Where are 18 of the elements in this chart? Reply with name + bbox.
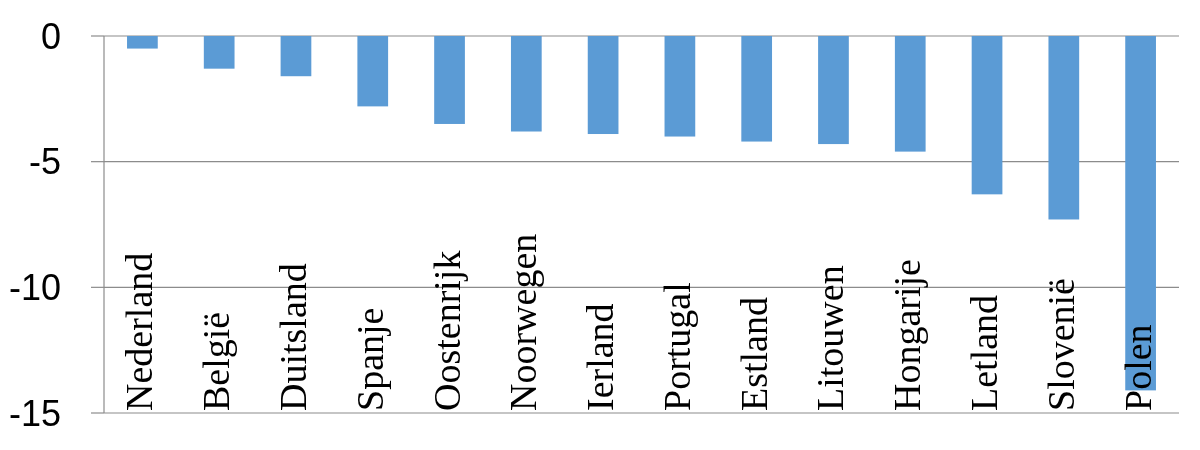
x-tick-label: Litouwen — [809, 265, 852, 411]
y-tick-label: -5 — [28, 141, 61, 183]
x-tick-label: Estland — [732, 297, 775, 411]
x-tick-label: Hongarije — [886, 259, 929, 411]
x-tick-label: België — [195, 311, 238, 411]
y-tick-label: -10 — [8, 266, 61, 308]
y-tick-label: 0 — [40, 15, 61, 57]
x-tick-label: Oostenrijk — [425, 250, 468, 411]
x-tick-label: Duitsland — [271, 263, 314, 411]
y-tick-label: -15 — [8, 392, 61, 434]
x-tick-label: Ierland — [579, 303, 622, 411]
x-tick-label: Portugal — [655, 282, 698, 411]
x-tick-label: Polen — [1116, 324, 1159, 411]
x-tick-label: Slovenië — [1039, 278, 1082, 411]
x-tick-label: Letland — [963, 294, 1006, 411]
x-tick-label: Spanje — [348, 307, 391, 411]
x-tick-label: Nederland — [118, 252, 161, 411]
x-tick-label: Noorwegen — [502, 233, 545, 411]
